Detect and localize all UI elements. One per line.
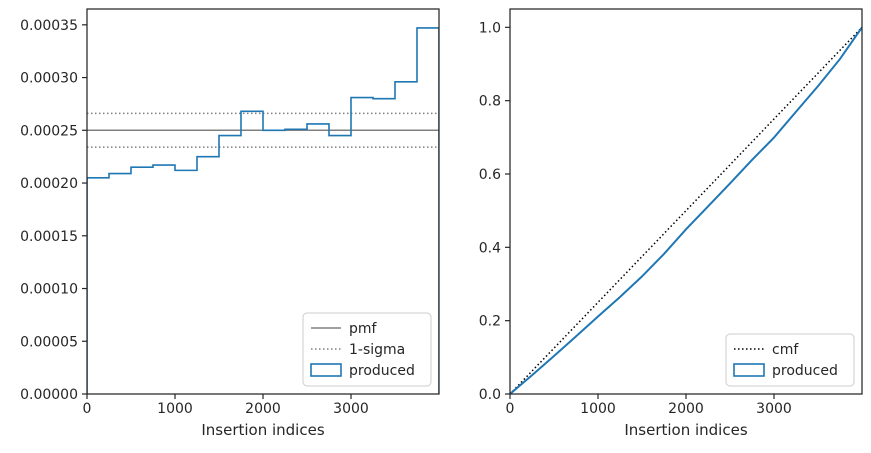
left-chart-pmf: 0 1000 2000 3000 0.00000 0.00005 0.00010 0.0001…: [20, 8, 440, 439]
legend-label-produced: produced: [772, 363, 838, 379]
x-tick-label: 3000: [756, 401, 792, 417]
legend: cmf produced: [725, 333, 855, 387]
x-tick-label: 1000: [157, 401, 193, 417]
legend-label-produced: produced: [349, 363, 415, 379]
y-tick-label: 0.2: [479, 314, 501, 330]
legend-frame: [725, 333, 855, 387]
legend-label-cmf: cmf: [772, 342, 799, 358]
plot-area: [87, 27, 439, 394]
y-tick-label: 0.00025: [20, 123, 78, 139]
right-chart-cmf: 0 1000 2000 3000 0.0 0.2 0.4 0.6 0.8 1.0 Insertion…: [479, 8, 863, 439]
x-axis-label: Insertion indices: [201, 421, 324, 439]
x-tick-label: 2000: [668, 401, 704, 417]
cmf-line: [510, 26, 862, 394]
x-tick-label: 0: [506, 401, 515, 417]
y-tick-label: 0.6: [479, 167, 501, 183]
legend-label-pmf: pmf: [349, 321, 378, 337]
legend-swatch-produced: [310, 363, 342, 377]
produced-cumulative: [510, 26, 862, 394]
legend-label-1-sigma: 1-sigma: [349, 342, 405, 358]
y-tick-label: 0.00030: [20, 71, 78, 87]
x-tick-label: 2000: [245, 401, 281, 417]
legend: pmf 1-sigma produced: [302, 312, 432, 387]
x-tick-label: 3000: [333, 401, 369, 417]
x-tick-label: 1000: [580, 401, 616, 417]
y-tick-label: 0.00000: [20, 387, 78, 403]
y-tick-label: 0.00010: [20, 282, 78, 298]
y-tick-label: 0.0: [479, 387, 501, 403]
y-tick-label: 0.4: [479, 240, 501, 256]
legend-frame: [302, 312, 432, 387]
y-tick-label: 0.00005: [20, 334, 78, 350]
axes-frame: [509, 8, 863, 395]
y-tick-label: 0.00015: [20, 229, 78, 245]
y-tick-label: 0.00035: [20, 18, 78, 34]
y-tick-label: 0.8: [479, 94, 501, 110]
produced-histogram: [87, 27, 439, 394]
y-tick-label: 0.00020: [20, 176, 78, 192]
axes-frame: [86, 8, 440, 395]
legend-swatch-produced: [733, 363, 765, 377]
x-tick-label: 0: [83, 401, 92, 417]
x-axis-label: Insertion indices: [624, 421, 747, 439]
y-tick-label: 1.0: [479, 20, 501, 36]
plot-area: [510, 26, 862, 394]
